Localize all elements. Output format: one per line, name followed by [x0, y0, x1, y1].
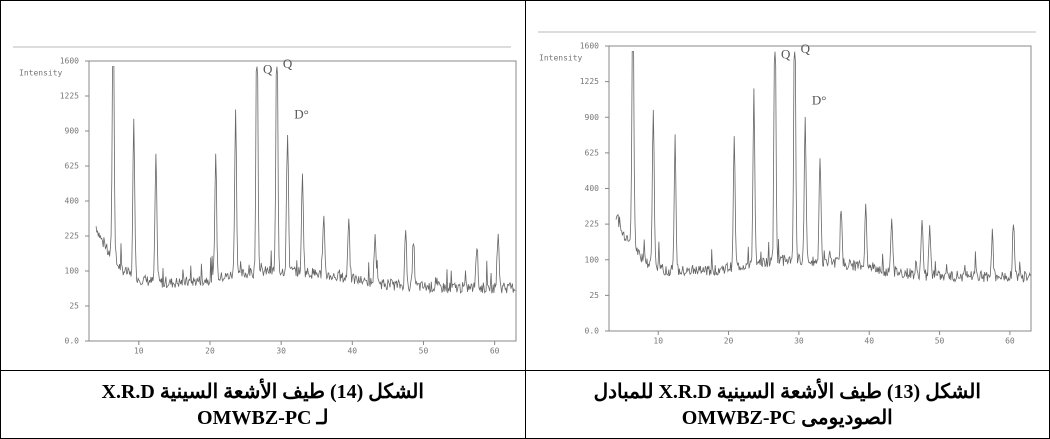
- figure-cell: Intensity 0.0 25 100 225 400 625 900 1225 1600 10 2…: [0, 0, 526, 371]
- x-tick-label: 50: [419, 347, 429, 356]
- spectrum-trace: [615, 51, 1031, 283]
- y-tick-label: 100: [65, 267, 80, 276]
- y-tick-label: 900: [584, 113, 599, 122]
- peak-annotation: D°: [811, 92, 826, 107]
- caption: الشكل (14) طيف الأشعة السينية X.R.D لـ O…: [0, 370, 526, 439]
- peak-annotation: Q: [263, 62, 273, 77]
- plot-frame: [608, 45, 1031, 332]
- x-tick-label: 40: [864, 337, 874, 346]
- x-tick-label: 60: [1005, 337, 1015, 346]
- y-tick-label: 900: [65, 127, 80, 136]
- spectrum-trace: [95, 66, 516, 294]
- y-tick-label: 0.0: [65, 337, 80, 346]
- x-tick-label: 40: [347, 347, 357, 356]
- peak-annotation: D°: [294, 106, 309, 121]
- caption-line: الصوديومى OMWBZ-PC: [681, 406, 893, 429]
- peak-annotation: Q: [283, 56, 293, 71]
- caption: الشكل (13) طيف الأشعة السينية X.R.D للمب…: [524, 370, 1050, 439]
- x-tick-label: 10: [653, 337, 663, 346]
- y-tick-label: 225: [584, 220, 599, 229]
- y-tick-label: 100: [584, 255, 599, 264]
- plot-frame: [88, 60, 517, 342]
- y-tick-label: 625: [584, 148, 599, 157]
- caption-line: الشكل (13) طيف الأشعة السينية X.R.D للمب…: [593, 380, 981, 403]
- peak-annotation: Q: [780, 47, 790, 62]
- y-tick-label: 400: [584, 184, 599, 193]
- x-tick-label: 10: [134, 347, 144, 356]
- x-tick-label: 20: [723, 337, 733, 346]
- xrd-figure: Intensity 0.0 25 100 225 400 625 900 1225 1600 10 2…: [13, 46, 517, 356]
- x-tick-label: 30: [276, 347, 286, 356]
- y-tick-label: 1600: [60, 57, 79, 66]
- y-tick-label: 0.0: [584, 327, 599, 336]
- y-tick-label: 1225: [579, 77, 598, 86]
- y-tick-label: 25: [589, 291, 599, 300]
- y-tick-label: 400: [65, 197, 80, 206]
- y-tick-label: 225: [65, 232, 80, 241]
- y-tick-label: 625: [65, 162, 80, 171]
- x-tick-label: 30: [794, 337, 804, 346]
- x-tick-label: 20: [205, 347, 215, 356]
- x-tick-label: 50: [934, 337, 944, 346]
- y-axis-title: Intensity: [539, 54, 583, 63]
- peak-annotation: Q: [800, 41, 810, 56]
- caption-line: لـ OMWBZ-PC: [197, 406, 329, 429]
- y-axis-title: Intensity: [19, 69, 63, 78]
- xrd-figure: Intensity 0.0 25 100 225 400 625 900 1225 1600 10 2…: [537, 31, 1036, 346]
- caption-line: الشكل (14) طيف الأشعة السينية X.R.D: [101, 380, 424, 403]
- y-tick-label: 25: [69, 302, 79, 311]
- figure-cell: Intensity 0.0 25 100 225 400 625 900 1225 1600 10 2…: [524, 0, 1050, 371]
- y-tick-label: 1225: [60, 92, 79, 101]
- x-tick-label: 60: [490, 347, 500, 356]
- y-tick-label: 1600: [579, 42, 598, 51]
